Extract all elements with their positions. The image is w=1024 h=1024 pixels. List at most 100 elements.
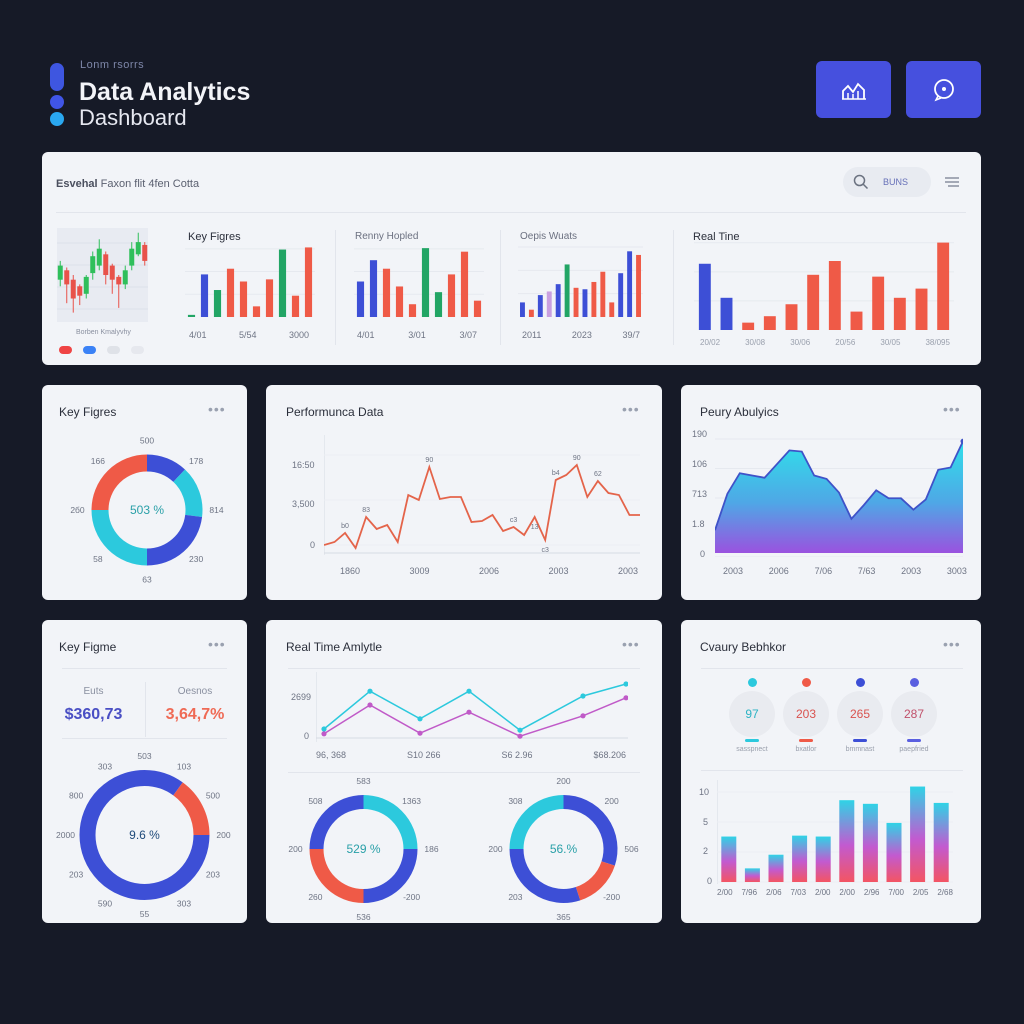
y-label: 2 bbox=[703, 846, 709, 856]
donut-segment bbox=[91, 509, 148, 566]
stat-circle[interactable]: 97 sasspnect bbox=[729, 678, 775, 753]
key-figures-card: Key Figres ••• 503 % 500 178 814 230 63 58 2б0 1… bbox=[42, 385, 247, 600]
stat-bar bbox=[799, 739, 813, 742]
area-line bbox=[715, 440, 963, 531]
stat-label: paepfried bbox=[899, 746, 929, 753]
donut-label: 260 bbox=[308, 892, 322, 902]
panel-title-bold: Esvehal bbox=[56, 178, 98, 190]
x-label: 2003 bbox=[723, 566, 744, 576]
legend-dot[interactable] bbox=[131, 346, 144, 354]
section-title: Oepis Wuats bbox=[520, 231, 578, 242]
more-options-icon[interactable]: ••• bbox=[622, 636, 640, 652]
donut-segment bbox=[509, 795, 564, 850]
x-label: 7/63 bbox=[857, 566, 876, 576]
divider bbox=[335, 230, 336, 345]
bar bbox=[265, 279, 274, 317]
x-label: 2023 bbox=[571, 330, 592, 340]
data-point bbox=[960, 438, 963, 444]
x-label: 7/00 bbox=[888, 888, 904, 897]
y-label: 10 bbox=[699, 787, 710, 797]
bar bbox=[910, 786, 926, 882]
stat-circle[interactable]: 203 bxatlor bbox=[783, 678, 829, 753]
donut-label: 230 bbox=[189, 554, 203, 564]
more-options-icon[interactable]: ••• bbox=[622, 401, 640, 417]
bar bbox=[886, 822, 902, 882]
annotation: 62 bbox=[594, 471, 602, 478]
bar bbox=[546, 291, 552, 317]
analytics-button[interactable] bbox=[816, 61, 891, 118]
card-title: Real Time Amlytle bbox=[286, 640, 383, 654]
donut-segment bbox=[509, 848, 581, 903]
divider bbox=[62, 738, 227, 739]
donut-label: -200 bbox=[603, 892, 620, 902]
bar bbox=[187, 314, 196, 317]
bar bbox=[815, 836, 831, 882]
x-label: 2003 bbox=[901, 566, 922, 576]
donut-label: 103 bbox=[177, 762, 191, 772]
bar bbox=[447, 274, 456, 317]
donut-segment bbox=[173, 782, 210, 836]
donut-label: 500 bbox=[206, 791, 220, 801]
legend-dot[interactable] bbox=[59, 346, 72, 354]
legend-dot[interactable] bbox=[107, 346, 120, 354]
bar bbox=[291, 295, 300, 317]
donut-label: 166 bbox=[91, 456, 105, 466]
stat-value: 203 bbox=[795, 707, 817, 721]
line-chart bbox=[316, 672, 628, 742]
divider bbox=[145, 682, 146, 737]
more-options-icon[interactable]: ••• bbox=[208, 636, 226, 652]
donut-chart: 9.6 % 503 103 500 200 203 303 55 590 203 2000 800 30… bbox=[56, 751, 231, 919]
stat-circle[interactable]: 265 bmmnast bbox=[837, 678, 883, 753]
donut-label: 2000 bbox=[56, 830, 75, 840]
more-options-icon[interactable]: ••• bbox=[943, 401, 961, 417]
bar bbox=[573, 287, 579, 317]
overview-panel: Esvehal Faxon flit 4fen Cotta BUNS Borbe… bbox=[42, 152, 981, 365]
more-options-icon[interactable]: ••• bbox=[943, 636, 961, 652]
donut-label: 200 bbox=[488, 844, 502, 854]
menu-icon[interactable] bbox=[944, 176, 960, 188]
legend-dot[interactable] bbox=[83, 346, 96, 354]
donut-label: 590 bbox=[98, 898, 112, 908]
bar bbox=[872, 276, 885, 330]
x-axis: 2003 2006 7/06 7/63 2003 3003 bbox=[723, 566, 967, 576]
status-dot bbox=[747, 678, 757, 687]
search-box[interactable]: BUNS bbox=[843, 167, 931, 197]
x-label: 3/07 bbox=[459, 330, 477, 340]
stat-bar bbox=[907, 739, 921, 742]
search-label: BUNS bbox=[883, 177, 909, 187]
real-time-card: Real Time Amlytle ••• 2699 0 96, 368 S10 … bbox=[266, 620, 662, 923]
stat-circle[interactable]: 287 paepfried bbox=[891, 678, 937, 753]
bar bbox=[839, 800, 855, 882]
annotation: 13 bbox=[531, 524, 539, 531]
donut-segment bbox=[309, 848, 364, 903]
candle-body bbox=[70, 279, 76, 299]
section-title: Real Tine bbox=[693, 231, 740, 243]
donut-label: 583 bbox=[356, 778, 370, 786]
donut-label: 800 bbox=[69, 791, 83, 801]
stat-ring: 203 bbox=[783, 691, 829, 737]
area-chart bbox=[715, 438, 963, 557]
donut-label: 55 bbox=[140, 909, 150, 919]
bar bbox=[933, 802, 949, 882]
bar bbox=[460, 251, 469, 317]
y-label: 0 bbox=[707, 876, 713, 886]
x-axis: 1860 3009 2006 2003 2003 bbox=[340, 566, 638, 576]
stat-ring: 265 bbox=[837, 691, 883, 737]
donut-segment bbox=[79, 770, 210, 900]
donut-segment bbox=[146, 454, 185, 483]
data-point bbox=[466, 688, 472, 694]
bar bbox=[792, 835, 808, 882]
candle-body bbox=[135, 242, 141, 255]
more-options-icon[interactable]: ••• bbox=[208, 401, 226, 417]
x-label: 2003 bbox=[548, 566, 569, 576]
donut-label: 308 bbox=[508, 796, 522, 806]
donut-label: 2б0 bbox=[70, 505, 85, 515]
stat-ring: 287 bbox=[891, 691, 937, 737]
data-point bbox=[321, 726, 327, 732]
bar bbox=[564, 264, 570, 317]
chat-button[interactable] bbox=[906, 61, 981, 118]
candlestick-chart bbox=[57, 228, 148, 322]
donut-label: 186 bbox=[424, 844, 438, 854]
card-title: Performunca Data bbox=[286, 405, 384, 419]
donut-chart: 56.% 200 200 506 -200 365 203 200 308 bbox=[488, 778, 638, 920]
